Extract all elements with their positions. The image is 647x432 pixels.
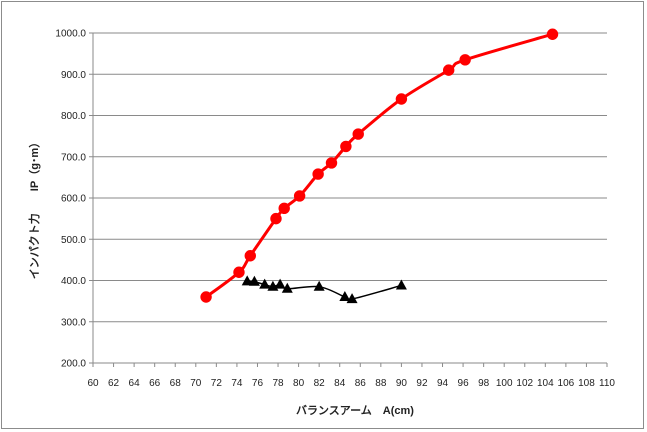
y-tick-label: 600.0 [61, 194, 86, 205]
data-point-circle [459, 54, 471, 66]
gridlines [93, 32, 607, 364]
x-tick-label: 78 [272, 378, 284, 389]
x-tick-label: 96 [458, 378, 470, 389]
y-tick-label: 300.0 [61, 317, 86, 328]
x-tick-label: 100 [496, 378, 513, 389]
data-point-circle [442, 64, 455, 76]
x-tick-label: 104 [537, 378, 554, 389]
x-tick-label: 90 [396, 378, 408, 389]
x-axis-label: バランスアーム A(cm) [296, 404, 414, 417]
data-point-circle [546, 28, 559, 40]
y-tick-label: 1000.0 [55, 29, 86, 40]
x-tick-label: 108 [578, 378, 595, 389]
x-tick-label: 70 [190, 378, 202, 389]
data-point-triangle [274, 278, 286, 289]
y-tick-labels: 200.0 300.0 400.0 500.0 600.0 700.0 800.0 900.0… [55, 29, 86, 370]
x-tick-label: 62 [108, 378, 120, 389]
y-tick-label: 400.0 [61, 276, 86, 287]
data-point-circle [340, 140, 352, 153]
x-tick-label: 110 [599, 378, 615, 389]
data-point-triangle [339, 291, 351, 301]
x-tick-label: 68 [170, 378, 182, 389]
data-point-circle [352, 128, 364, 140]
series-group [200, 28, 559, 304]
x-tick-label: 60 [87, 378, 99, 389]
data-point-circle [244, 250, 256, 262]
x-tick-label: 74 [231, 378, 243, 389]
x-tick-label: 94 [437, 378, 449, 389]
data-point-circle [325, 157, 338, 169]
data-point-triangle [248, 275, 260, 286]
y-tick-label: 900.0 [61, 70, 86, 81]
data-point-circle [312, 168, 324, 180]
x-tick-label: 64 [129, 378, 141, 389]
data-point-circle [200, 291, 212, 303]
x-tick-label: 88 [375, 378, 387, 389]
series-line-1 [204, 32, 555, 299]
x-tick-label: 84 [334, 378, 346, 389]
data-point-triangle [395, 279, 407, 290]
x-tick-label: 66 [149, 378, 161, 389]
x-tick-label: 98 [478, 378, 490, 389]
y-axis-label: インパクト力 IP（g･m） [27, 137, 41, 279]
data-point-circle [233, 266, 245, 278]
data-point-triangle [313, 280, 325, 291]
x-tick-label: 76 [252, 378, 264, 389]
data-point-circle [278, 202, 290, 215]
x-tick-label: 92 [416, 378, 428, 389]
x-tick-labels: 60 62 64 66 68 70 72 74 76 78 80 82 84 86 88 90 92 94 96 98… [87, 378, 615, 389]
axes [89, 32, 608, 367]
y-tick-label: 500.0 [61, 235, 86, 246]
data-point-circle [293, 190, 306, 202]
x-tick-label: 82 [314, 378, 326, 389]
data-point-circle [270, 212, 282, 225]
x-tick-label: 86 [355, 378, 367, 389]
y-tick-label: 800.0 [61, 111, 86, 122]
data-point-triangle [281, 282, 293, 293]
data-point-circle [395, 93, 408, 105]
x-tick-label: 80 [293, 378, 305, 389]
x-tick-label: 72 [211, 378, 223, 389]
y-tick-label: 700.0 [61, 152, 86, 163]
data-point-triangle [346, 293, 358, 304]
y-tick-label: 200.0 [61, 359, 86, 370]
x-tick-label: 102 [516, 378, 533, 389]
data-point-triangle [259, 278, 271, 289]
x-tick-label: 106 [558, 378, 575, 389]
data-point-triangle [241, 275, 253, 286]
